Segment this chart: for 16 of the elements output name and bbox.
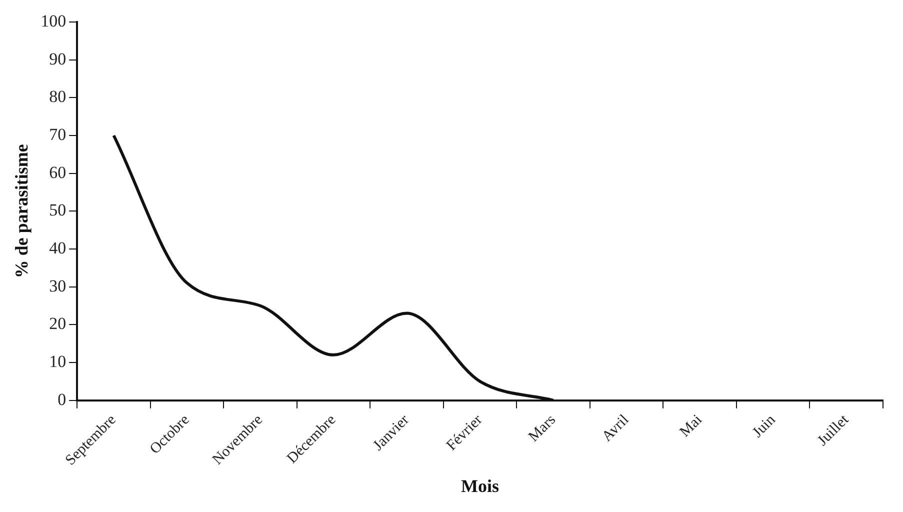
y-tick-label: 10 xyxy=(49,352,66,371)
x-tick-label: Mars xyxy=(526,412,560,446)
y-tick-label: 60 xyxy=(49,162,66,182)
y-axis-title: % de parasitisme xyxy=(11,144,32,278)
y-tick-label: 20 xyxy=(49,314,66,334)
x-tick-label: Juin xyxy=(750,412,780,441)
y-tick-label: 80 xyxy=(49,87,66,106)
y-tick-label: 0 xyxy=(58,390,66,409)
x-tick-label: Mai xyxy=(677,412,706,440)
x-axis-title: Mois xyxy=(461,476,500,496)
y-tick-label: 50 xyxy=(49,200,66,220)
y-tick-label: 100 xyxy=(40,11,66,30)
y-tick-label: 70 xyxy=(49,124,66,144)
y-tick-label: 40 xyxy=(49,238,66,258)
y-tick-label: 90 xyxy=(49,49,66,68)
y-tick-label: 30 xyxy=(49,276,66,296)
